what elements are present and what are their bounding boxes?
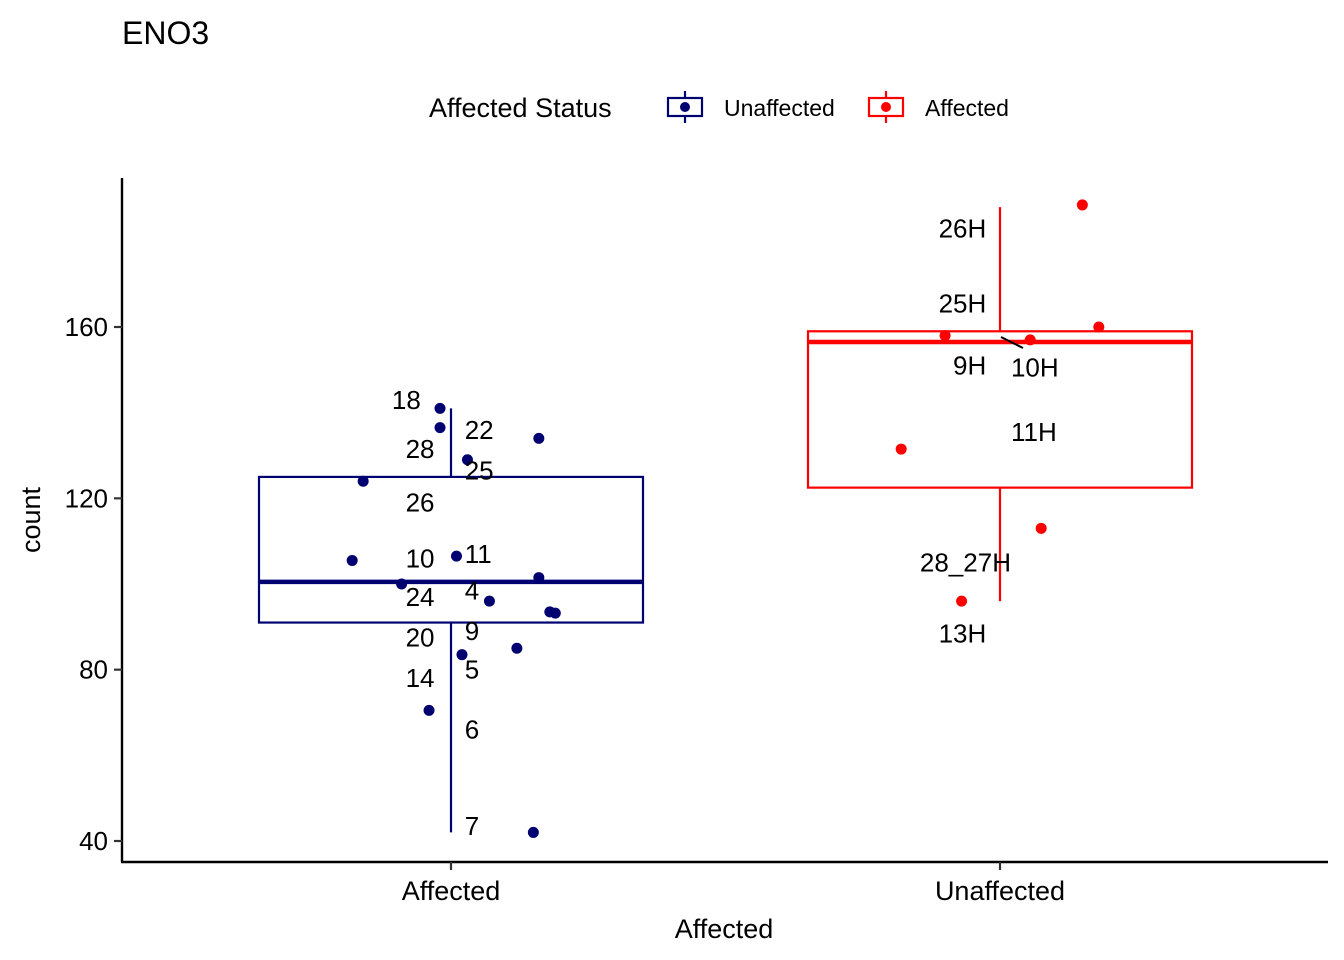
legend-key-point xyxy=(680,102,690,112)
legend-entry-label: Affected xyxy=(925,95,1009,121)
box-iqr xyxy=(806,330,1194,489)
boxplot-unaffected xyxy=(257,408,645,833)
y-tick-label: 120 xyxy=(65,483,108,513)
point-label: 13H xyxy=(939,618,987,648)
point-label: 25H xyxy=(939,288,987,318)
point-label: 9 xyxy=(465,616,479,646)
y-tick-label: 160 xyxy=(65,312,108,342)
data-point xyxy=(1093,321,1105,333)
legend-entry-label: Unaffected xyxy=(724,95,835,121)
point-label: 4 xyxy=(465,575,479,605)
point-label: 20 xyxy=(406,623,435,653)
data-point xyxy=(533,572,545,584)
x-tick-label: Affected xyxy=(402,876,501,906)
point-label: 11 xyxy=(465,539,492,569)
chart-title: ENO3 xyxy=(122,15,209,51)
point-label: 28_27H xyxy=(920,548,1011,578)
data-point xyxy=(956,595,968,607)
point-label: 10 xyxy=(406,543,435,573)
legend-entry-unaffected: Unaffected xyxy=(666,91,835,123)
point-label: 24 xyxy=(406,582,435,612)
data-point xyxy=(1035,522,1047,534)
label-connector xyxy=(1000,336,1024,349)
data-point xyxy=(434,422,446,434)
data-point xyxy=(423,704,435,716)
point-label: 11H xyxy=(1011,417,1057,447)
legend-key-point xyxy=(881,102,891,112)
legend-entry-affected: Affected xyxy=(867,91,1009,123)
data-point xyxy=(939,330,951,342)
point-label: 28 xyxy=(406,434,435,464)
point-label: 10H xyxy=(1011,353,1059,383)
y-tick-label: 40 xyxy=(79,826,108,856)
data-point xyxy=(450,550,462,562)
y-axis-label: count xyxy=(16,486,46,553)
data-point xyxy=(434,402,446,414)
data-point xyxy=(396,578,408,590)
point-label: 5 xyxy=(465,655,479,685)
point-label: 6 xyxy=(465,715,479,745)
y-tick-label: 80 xyxy=(79,655,108,685)
x-tick-label: Unaffected xyxy=(935,876,1065,906)
point-label: 14 xyxy=(406,663,435,693)
point-label: 26 xyxy=(406,488,435,518)
data-point xyxy=(456,649,468,661)
data-point xyxy=(1024,334,1036,346)
data-point xyxy=(527,826,539,838)
data-point xyxy=(533,432,545,444)
x-axis-label: Affected xyxy=(675,914,774,944)
data-point xyxy=(483,595,495,607)
data-point xyxy=(511,642,523,654)
boxplot-affected xyxy=(806,207,1194,602)
data-point xyxy=(357,475,369,487)
point-label: 18 xyxy=(392,385,421,415)
plot-area: 40 80 120 160 Affected Unaffected 18 22 28 25 26… xyxy=(65,178,1328,906)
point-label: 25 xyxy=(465,455,494,485)
point-label: 9H xyxy=(953,351,986,381)
box-iqr xyxy=(257,475,645,624)
data-point xyxy=(346,554,358,566)
point-label: 26H xyxy=(939,213,987,243)
legend-title: Affected Status xyxy=(429,93,612,123)
data-point xyxy=(461,454,473,466)
point-label: 7 xyxy=(465,811,479,841)
data-point xyxy=(1076,199,1088,211)
point-label: 22 xyxy=(465,415,494,445)
legend: Affected Status Unaffected Affected xyxy=(429,91,1009,123)
data-point xyxy=(549,607,561,619)
data-point xyxy=(895,443,907,455)
